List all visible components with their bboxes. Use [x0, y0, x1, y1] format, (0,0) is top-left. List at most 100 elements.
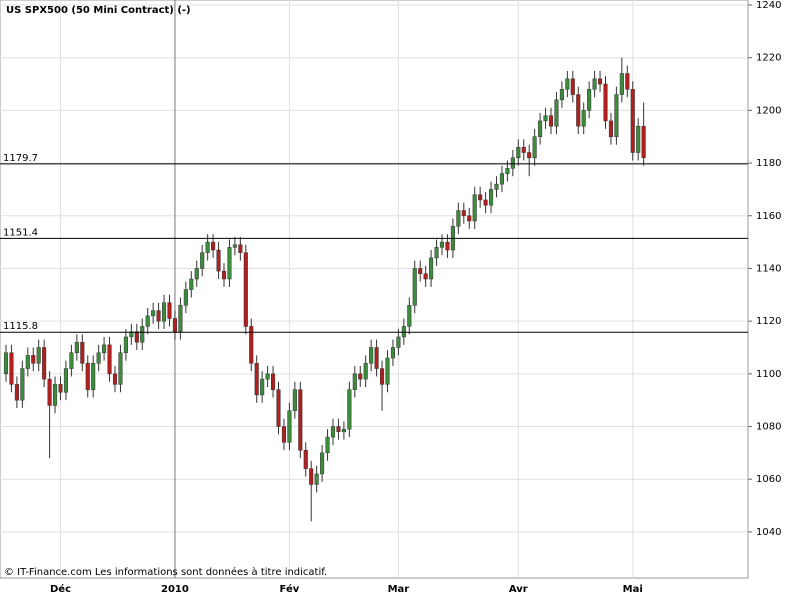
candle-body [320, 452, 325, 475]
candle-body [58, 384, 63, 393]
x-tick-label: 2010 [161, 584, 189, 595]
candle-body [31, 355, 36, 364]
candle-body [489, 189, 494, 206]
y-tick-label: 1120 [756, 316, 781, 327]
candle-body [14, 384, 19, 401]
candle-body [598, 78, 603, 85]
y-tick-label: 1240 [756, 0, 781, 11]
candle-body [576, 94, 581, 127]
candle-body [390, 347, 395, 359]
candle-body [265, 373, 270, 380]
candle-body [467, 215, 472, 222]
candle-body [570, 78, 575, 95]
candle-body [456, 210, 461, 227]
candle-body [548, 115, 554, 127]
candle-body [232, 244, 237, 248]
candle-body [309, 468, 314, 485]
candle-body [505, 168, 510, 174]
candle-body [516, 147, 521, 159]
x-tick-label: Fév [280, 583, 300, 595]
candle-body [532, 136, 537, 159]
candle-body [385, 357, 390, 385]
candle-body [118, 352, 123, 385]
candle-body [80, 341, 85, 364]
candle-body [587, 89, 592, 111]
candle-body [243, 252, 248, 327]
candle-body [625, 73, 630, 90]
candle-body [292, 389, 297, 411]
candle-body [254, 363, 259, 396]
candle-body [401, 326, 406, 338]
candle-body [347, 389, 352, 430]
y-tick-label: 1220 [756, 53, 781, 64]
candle-body [434, 247, 439, 259]
candle-body [211, 241, 216, 251]
candle-body [423, 273, 428, 280]
candle-body [538, 120, 543, 137]
candle-body [330, 426, 336, 438]
candle-body [336, 426, 341, 433]
candle-body [216, 249, 221, 272]
candle-body [298, 389, 303, 451]
candle-body [303, 449, 308, 469]
x-tick-label: Déc [50, 583, 71, 595]
candle-body [630, 89, 635, 153]
candle-body [445, 241, 450, 251]
candle-body [418, 268, 423, 274]
footer: © IT-Finance.com Les informations sont d… [4, 566, 327, 578]
candle-body [581, 110, 586, 127]
candle-body [91, 363, 96, 390]
x-tick-label: Avr [509, 584, 528, 595]
candle-body [478, 194, 483, 201]
plot-frame [0, 0, 749, 579]
candle-body [341, 428, 346, 433]
candle-body [636, 125, 641, 153]
candle-body [156, 310, 161, 322]
candle-body [249, 326, 254, 364]
candle-body [614, 94, 619, 137]
candle-body [592, 78, 597, 90]
x-tick-label: Mar [388, 584, 410, 595]
candle-body [271, 373, 276, 390]
candle-body [461, 210, 466, 217]
candle-body [238, 244, 243, 253]
candle-body [510, 157, 515, 169]
candle-body [140, 326, 145, 343]
candle-body [619, 73, 624, 95]
candle-body [9, 352, 14, 385]
candle-body [352, 373, 357, 390]
candle-body [363, 363, 368, 380]
candle-body [123, 336, 128, 354]
candle-body [472, 194, 477, 222]
candle-body [63, 368, 69, 393]
candle-body [74, 341, 79, 354]
candle-body [369, 347, 374, 364]
level-label: 1115.8 [3, 321, 38, 332]
y-tick-label: 1100 [756, 369, 781, 380]
candle-body [96, 352, 101, 364]
candle-body [194, 268, 199, 280]
candle-body [260, 378, 265, 396]
candle-body [641, 125, 646, 159]
candle-body [407, 305, 412, 327]
candle-body [565, 78, 570, 90]
y-tick-label: 1080 [756, 422, 781, 433]
candle-body [3, 352, 9, 375]
candle-body [603, 83, 608, 122]
candle-body [521, 147, 526, 153]
candle-body [374, 347, 379, 369]
candle-body [145, 315, 150, 327]
y-tick-label: 1200 [756, 105, 781, 116]
candle-body [151, 310, 156, 317]
candle-body [429, 257, 434, 280]
candle-body [36, 347, 41, 364]
candle-body [314, 473, 319, 485]
candle-body [42, 347, 47, 380]
candle-body [200, 252, 205, 269]
candle-body [221, 270, 227, 280]
candle-body [439, 241, 445, 248]
candle-body [543, 115, 548, 122]
y-tick-label: 1180 [756, 158, 781, 169]
candle-body [85, 363, 90, 390]
